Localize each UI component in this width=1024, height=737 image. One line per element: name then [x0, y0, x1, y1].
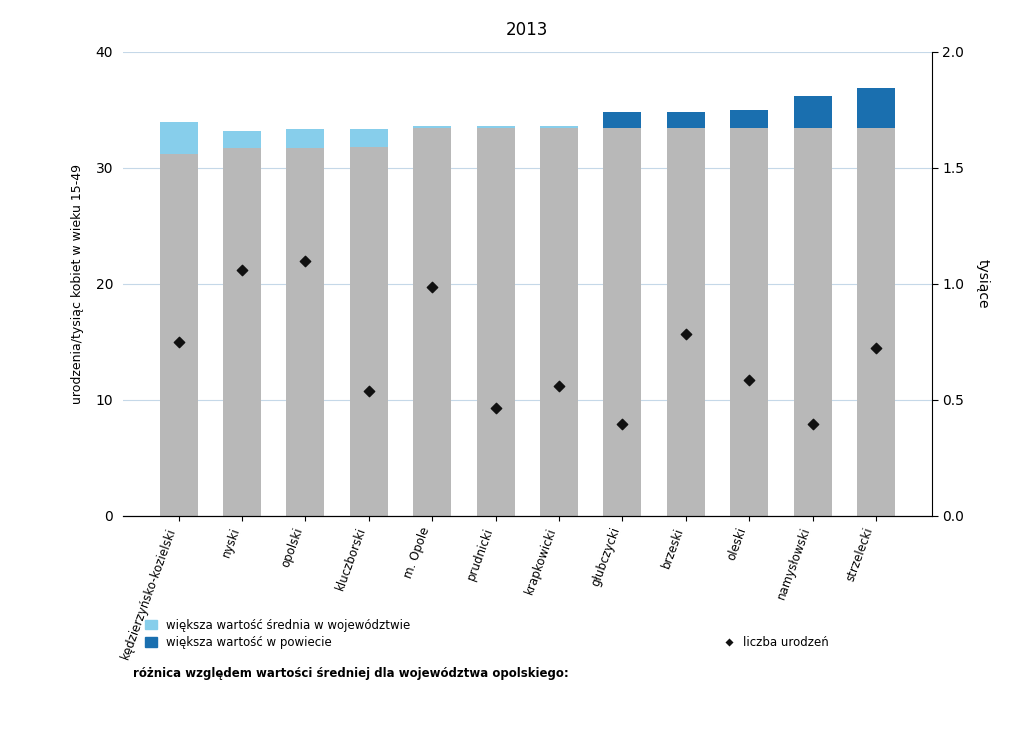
Bar: [730, 128, 768, 516]
Bar: [730, 110, 768, 128]
Point: [614, 419, 631, 430]
Legend: liczba urodzeń: liczba urodzeń: [724, 636, 828, 649]
Bar: [540, 126, 579, 128]
Bar: [476, 128, 515, 516]
Y-axis label: urodzenia/tysiąc kobiet w wieku 15-49: urodzenia/tysiąc kobiet w wieku 15-49: [72, 164, 84, 404]
Bar: [794, 128, 831, 516]
Point: [551, 380, 567, 392]
Bar: [476, 126, 515, 128]
Bar: [223, 148, 261, 516]
Point: [741, 374, 758, 386]
Point: [170, 336, 186, 348]
Bar: [223, 130, 261, 148]
Bar: [350, 147, 388, 516]
Bar: [287, 148, 325, 516]
Bar: [667, 112, 705, 128]
Bar: [350, 130, 388, 147]
Bar: [667, 128, 705, 516]
Point: [805, 419, 821, 430]
Bar: [857, 128, 895, 516]
Point: [360, 385, 377, 397]
Bar: [603, 128, 641, 516]
Bar: [603, 112, 641, 128]
Point: [297, 255, 313, 267]
Bar: [160, 122, 198, 154]
Bar: [414, 128, 452, 516]
Point: [233, 264, 250, 276]
Y-axis label: tysiące: tysiące: [976, 259, 989, 309]
Bar: [540, 128, 579, 516]
Point: [424, 282, 440, 293]
Text: różnica względem wartości średniej dla województwa opolskiego:: różnica względem wartości średniej dla w…: [133, 667, 569, 680]
Bar: [857, 88, 895, 128]
Title: 2013: 2013: [506, 21, 549, 39]
Bar: [414, 126, 452, 128]
Bar: [794, 96, 831, 128]
Bar: [287, 130, 325, 148]
Point: [487, 402, 504, 414]
Point: [678, 328, 694, 340]
Point: [868, 342, 885, 354]
Bar: [160, 154, 198, 516]
